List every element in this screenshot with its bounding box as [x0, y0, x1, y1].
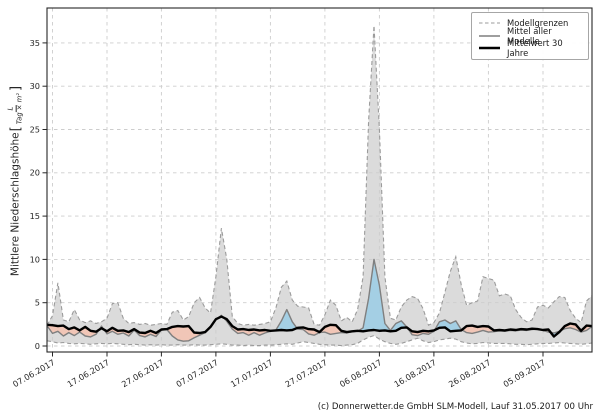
y-axis-label: Mittlere Niederschlagshöhe [ L Tag × m² …: [7, 85, 25, 277]
below-average-fill: [104, 318, 218, 342]
above-average-fill: [358, 259, 408, 332]
x-tick-label: 07.07.2017: [174, 357, 220, 389]
y-tick-label: 25: [30, 124, 40, 134]
legend-label: Modellgrenzen: [507, 18, 569, 29]
above-average-fill: [434, 320, 462, 332]
x-tick-label: 16.08.2017: [392, 357, 438, 389]
x-tick-label: 07.06.2017: [11, 357, 57, 389]
y-axis-unit-denominator: Tag × m²: [15, 92, 24, 125]
y-axis-unit-bracket-open: [: [8, 126, 24, 132]
legend-item-modellgrenzen: Modellgrenzen: [478, 17, 582, 30]
y-tick-label: 35: [30, 38, 40, 48]
below-average-fill: [461, 325, 551, 334]
x-tick-label: 06.08.2017: [338, 357, 384, 389]
legend-item-mittelwert-30-jahre: Mittelwert 30 Jahre: [478, 38, 582, 58]
x-tick-label: 26.08.2017: [447, 357, 493, 389]
y-axis-unit-fraction: L Tag × m²: [7, 92, 25, 125]
legend-label: Mittel aller Modelle: [507, 25, 552, 46]
x-tick-label: 27.07.2017: [283, 357, 329, 389]
dashed-line-swatch-icon: [479, 22, 500, 24]
legend-item-mittel-aller-modelle: Mittel aller Modelle: [478, 26, 582, 46]
x-tick-label: 05.09.2017: [501, 357, 547, 389]
black-line-swatch-icon: [479, 46, 500, 50]
x-tick-label: 17.07.2017: [229, 357, 275, 389]
copyright-credit: (c) Donnerwetter.de GmbH SLM-Modell, Lau…: [317, 402, 593, 412]
y-tick-label: 15: [30, 211, 40, 221]
30-year-mean-line: [46, 315, 593, 338]
y-tick-label: 10: [30, 254, 40, 264]
plot-frame: [46, 7, 593, 353]
y-tick-label: 5: [35, 298, 40, 308]
y-axis-unit-bracket-close: ]: [8, 85, 24, 91]
legend: Modellgrenzen Mittel aller Modelle Mitte…: [471, 12, 589, 60]
x-tick-label: 27.06.2017: [120, 357, 166, 389]
y-tick-label: 20: [30, 168, 40, 178]
y-tick-label: 0: [35, 341, 40, 351]
y-axis-label-text: Mittlere Niederschlagshöhe: [10, 132, 22, 277]
below-average-fill: [560, 323, 592, 333]
x-tick-label: 17.06.2017: [65, 357, 111, 389]
model-range-band: [47, 25, 592, 346]
legend-label: Mittelwert 30 Jahre: [507, 38, 563, 59]
y-tick-label: 30: [30, 81, 40, 91]
gray-line-swatch-icon: [479, 35, 500, 37]
upper-model-bound-line: [46, 25, 593, 326]
lower-model-bound-line: [46, 334, 593, 347]
